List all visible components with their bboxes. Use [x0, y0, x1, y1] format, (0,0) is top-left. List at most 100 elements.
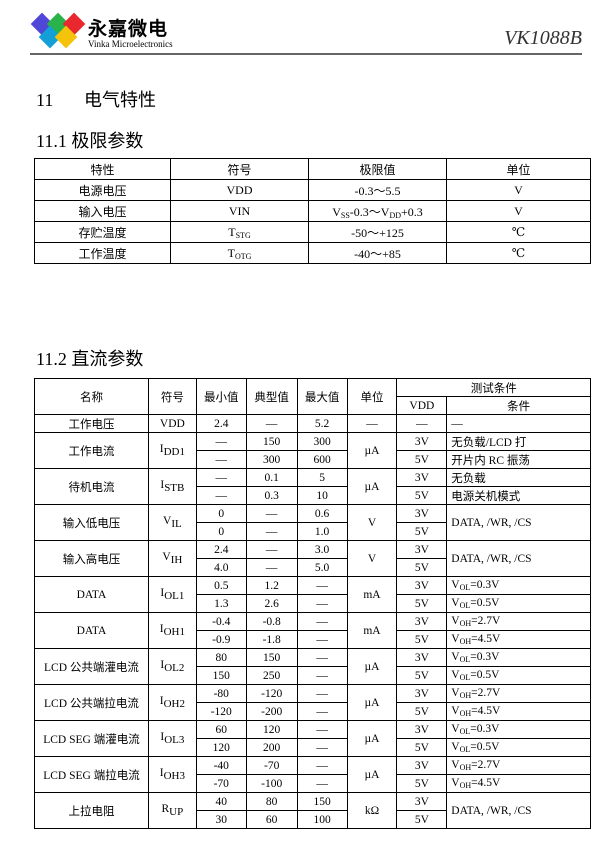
typ-value: 0.1 — [245, 468, 298, 487]
symbol-subscript: IH — [170, 554, 183, 566]
param-name: DATA — [34, 612, 149, 649]
min-value: 60 — [195, 720, 247, 739]
min-value: 0 — [195, 522, 247, 541]
param-name: 输入电压 — [34, 200, 171, 222]
table-row: 待机电流 ISTB —0.1 5 µA 3V 无负载 — [34, 468, 591, 505]
subscript: OH — [459, 763, 472, 772]
condition: VOL=0.5V — [446, 594, 591, 613]
column-header: 极限值 — [308, 158, 447, 180]
symbol-subscript: OTG — [234, 251, 252, 261]
typ-value: 1.2 — [245, 576, 298, 595]
vdd-value: 5V — [396, 666, 448, 685]
condition: VOL=0.3V — [446, 720, 591, 739]
condition: — — [446, 414, 591, 433]
col-condition: 条件 — [446, 396, 591, 415]
typ-value: 120 — [245, 720, 298, 739]
table-row: DATA IOH1 -0.4 -0.8— mA 3V VOH=2.7V — [34, 612, 591, 649]
max-value: 5.2 — [296, 414, 348, 433]
condition: DATA, /WR, /CS — [446, 540, 591, 577]
typ-value: — — [245, 414, 298, 433]
section-number: 11 — [36, 90, 54, 110]
col-typ: 典型值 — [245, 378, 298, 415]
param-symbol: RUP — [147, 792, 197, 829]
condition: VOL=0.3V — [446, 648, 591, 667]
param-name: 存贮温度 — [34, 221, 171, 243]
condition: VOL=0.3V — [446, 576, 591, 595]
max-value: 300 — [296, 432, 348, 451]
table-row: 工作电流 IDD1—150 300 µA 3V 无负载/LCD 打 — [34, 432, 591, 469]
unit: — — [346, 414, 398, 433]
table-row: LCD SEG 端拉电流 IOH3 -40 -70— µA 3V VOH=2.7V — [34, 756, 591, 793]
brand-name-cn: 永嘉微电 — [88, 18, 169, 40]
condition: DATA, /WR, /CS — [446, 504, 591, 541]
subscript: OH — [459, 637, 472, 646]
max-value: 0.6 — [296, 504, 348, 523]
max-value: — — [296, 576, 348, 595]
symbol-subscript: UP — [169, 806, 184, 818]
param-symbol: VIH — [147, 540, 197, 577]
max-value: — — [296, 738, 348, 757]
max-value: 600 — [296, 450, 348, 469]
table-row: 工作温度 TOTG -40～+85 ℃ — [34, 242, 591, 264]
table-row: 输入高电压 VIH 2.4—3.0 V 3V DATA, /WR, /CS — [34, 540, 591, 577]
min-value: 150 — [195, 666, 247, 685]
unit: V — [346, 540, 398, 577]
typ-value: 60 — [245, 810, 298, 829]
table-row: 存贮温度 TSTG -50～+125 ℃ — [34, 221, 591, 243]
symbol-subscript: OH3 — [163, 770, 185, 782]
table-row: 1.3 2.6— 5V VOL=0.5V — [35, 594, 591, 613]
header-divider — [30, 53, 582, 55]
max-value: 100 — [296, 810, 348, 829]
max-value: — — [296, 594, 348, 613]
vdd-value: 5V — [396, 450, 448, 469]
min-value: 1.3 — [195, 594, 247, 613]
col-min: 最小值 — [195, 378, 247, 415]
min-value: -120 — [195, 702, 247, 721]
param-name: LCD SEG 端灌电流 — [34, 720, 149, 757]
param-name: DATA — [34, 576, 149, 613]
table-row: 输入电压 VIN VSS-0.3～VDD+0.3 V — [34, 200, 591, 222]
param-symbol: IOL2 — [147, 648, 197, 685]
col-unit: 单位 — [346, 378, 398, 415]
symbol-subscript: OH2 — [163, 698, 185, 710]
table-row: LCD 公共端拉电流 IOH2 -80 -120— µA 3V VOH=2.7V — [34, 684, 591, 721]
min-value: 120 — [195, 738, 247, 757]
param-name: 输入低电压 — [34, 504, 149, 541]
param-name: 工作温度 — [34, 242, 171, 264]
param-symbol: IOH2 — [147, 684, 197, 721]
table-row: 输入低电压 VIL 0—0.6 V 3V DATA, /WR, /CS — [34, 504, 591, 541]
param-symbol: ISTB — [147, 468, 197, 505]
min-value: 0 — [195, 504, 247, 523]
table-row: 30 60 100 5V — [35, 810, 591, 829]
symbol-subscript: OL2 — [164, 662, 185, 674]
min-value: — — [195, 432, 247, 451]
vdd-value: 3V — [396, 468, 448, 487]
typ-value: -0.8 — [245, 612, 298, 631]
max-value: 150 — [296, 792, 348, 811]
param-unit: ℃ — [446, 242, 591, 264]
condition: 开片内 RC 振荡 — [446, 450, 591, 469]
table-row: —0.3 10 5V 电源关机模式 — [35, 486, 591, 505]
dc-heading: 11.2 直流参数 — [36, 349, 144, 369]
condition: 无负载 — [446, 468, 591, 487]
vdd-value: 5V — [396, 486, 448, 505]
condition: VOH=2.7V — [446, 612, 591, 631]
param-name: 待机电流 — [34, 468, 149, 505]
vdd-value: — — [396, 414, 448, 433]
param-name: 输入高电压 — [34, 540, 149, 577]
table-row: LCD SEG 端灌电流 IOL3 60 120— µA 3V VOL=0.3V — [34, 720, 591, 757]
col-symbol: 符号 — [147, 378, 197, 415]
typ-value: — — [245, 504, 298, 523]
subscript: OL — [459, 601, 471, 610]
symbol-subscript: STB — [164, 482, 185, 494]
min-value: -70 — [195, 774, 247, 793]
param-symbol: VDD — [147, 414, 197, 433]
model-number: VK1088B — [504, 27, 582, 49]
subscript: OL — [459, 727, 471, 736]
typ-value: — — [245, 558, 298, 577]
typ-value: 2.6 — [245, 594, 298, 613]
col-vdd: VDD — [396, 396, 448, 415]
condition: VOH=4.5V — [446, 702, 591, 721]
subscript: OL — [459, 673, 471, 682]
max-value: 3.0 — [296, 540, 348, 559]
